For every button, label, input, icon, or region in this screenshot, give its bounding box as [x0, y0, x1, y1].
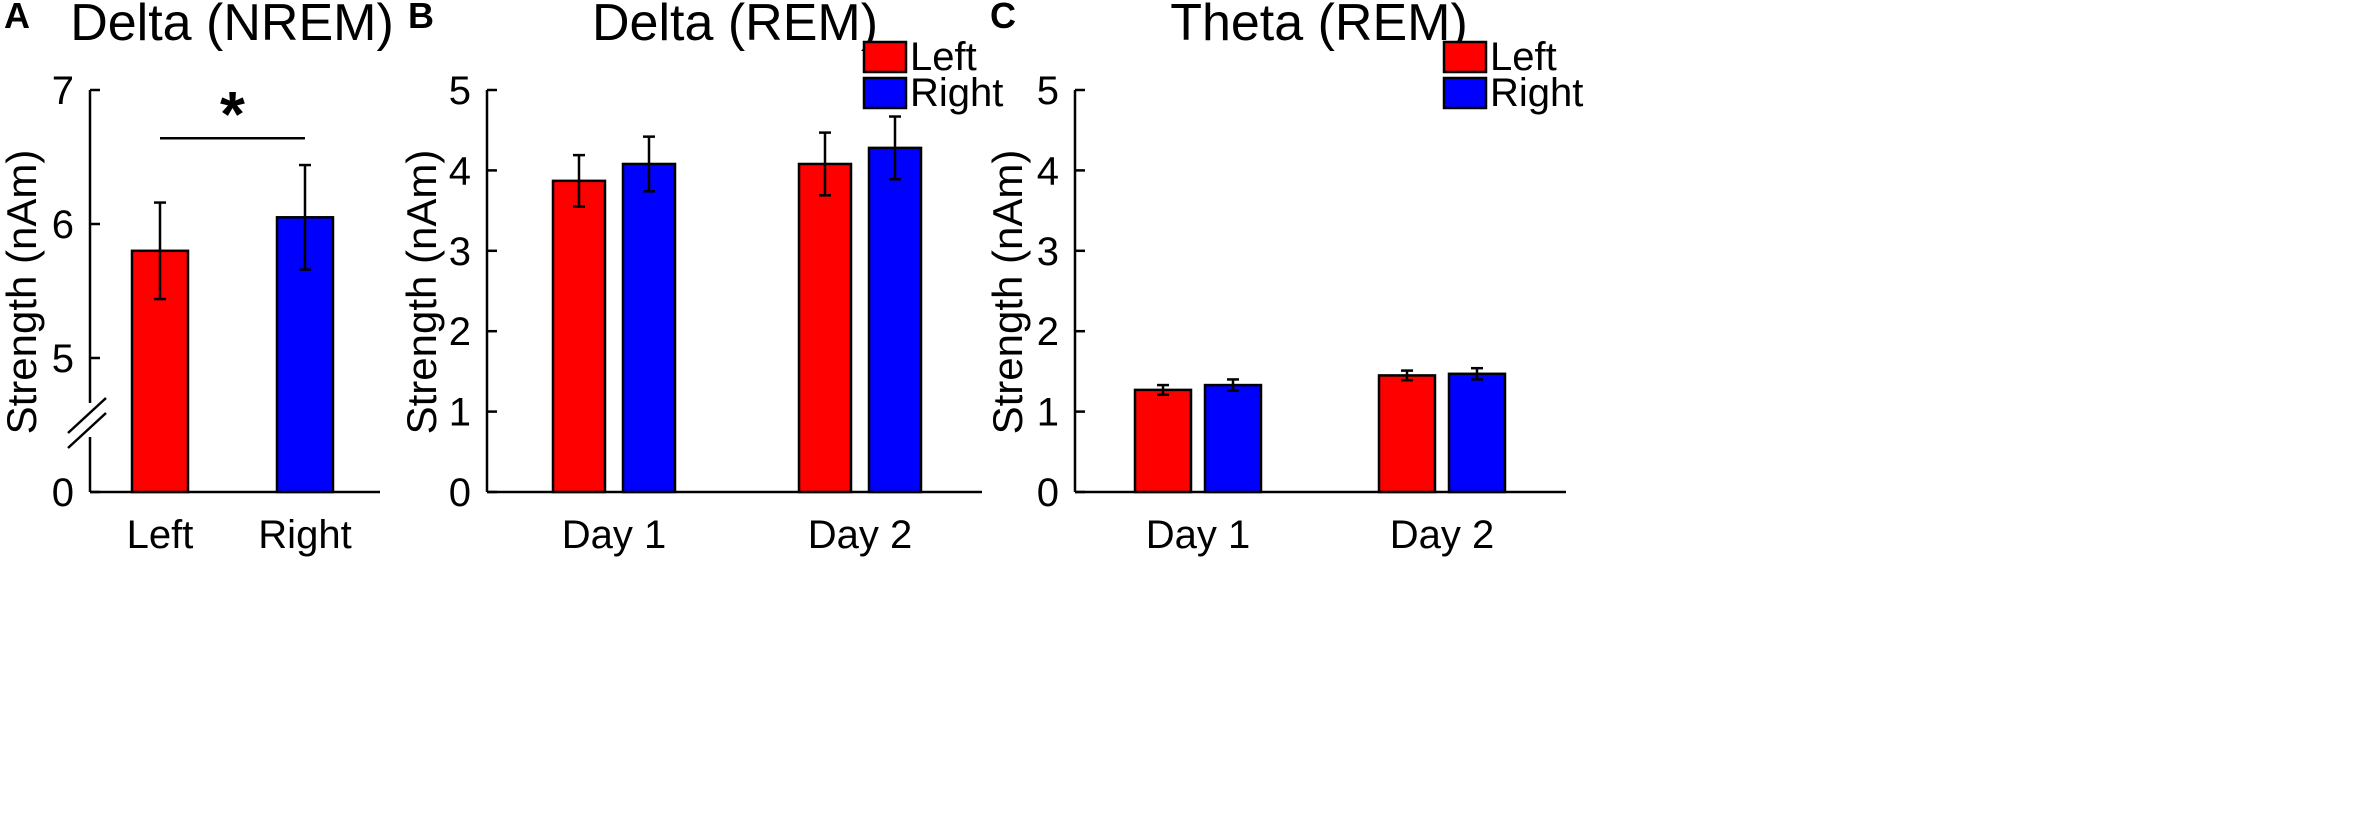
bar-right-1	[621, 162, 677, 494]
x-category-label: Right	[258, 513, 351, 557]
bar-left-1	[1133, 388, 1193, 494]
y-axis-label: Strength (nAm)	[0, 150, 45, 435]
y-tick-label: 1	[449, 391, 471, 435]
x-category-label: Day 2	[1390, 513, 1495, 557]
legend-label-left: Left	[910, 35, 977, 79]
y-tick-label: 3	[449, 230, 471, 274]
legend-label-left: Left	[1490, 35, 1557, 79]
bar-right-1	[1203, 383, 1263, 494]
legend-swatch-right	[1442, 76, 1488, 110]
y-tick-label: 0	[1037, 471, 1059, 515]
panel-letter: A	[4, 0, 30, 36]
bar-left-2	[797, 162, 853, 494]
y-tick-label: 6	[52, 203, 74, 247]
y-axis-label: Strength (nAm)	[398, 150, 445, 435]
panel-a: A Delta (NREM) Strength (nAm)0 5 6 7 Left Right…	[0, 0, 394, 557]
y-tick-label: 4	[1037, 149, 1059, 193]
legend-label-right: Right	[910, 71, 1003, 115]
y-tick-label: 5	[52, 337, 74, 381]
panel-letter: B	[408, 0, 434, 36]
legend-label-right: Right	[1490, 71, 1583, 115]
y-tick-label: 4	[449, 149, 471, 193]
chart-title: Delta (NREM)	[70, 0, 394, 52]
bar-right-2	[1447, 372, 1507, 494]
y-tick-label: 2	[449, 310, 471, 354]
legend-swatch-left	[862, 40, 908, 74]
y-tick-label: 2	[1037, 310, 1059, 354]
y-tick-label: 7	[52, 69, 74, 113]
y-tick-label: 1	[1037, 391, 1059, 435]
legend-swatch-left	[1442, 40, 1488, 74]
bar-left-2	[1377, 374, 1437, 494]
panel-c: C Theta (REM) Strength (nAm)0 1 2 3 4 5 Day 1 Day…	[984, 0, 1583, 557]
panel-b: B Delta (REM) Strength (nAm)0 1 2 3 4 5 Day 1 Day…	[398, 0, 1003, 557]
y-tick-label: 0	[52, 471, 74, 515]
chart-title: Delta (REM)	[592, 0, 878, 52]
x-category-label: Day 1	[1146, 513, 1251, 557]
x-category-label: Day 2	[808, 513, 913, 557]
axis-break-mark	[67, 412, 107, 449]
y-tick-label: 5	[1037, 69, 1059, 113]
x-category-label: Left	[127, 513, 194, 557]
y-tick-label: 5	[449, 69, 471, 113]
panel-letter: C	[990, 0, 1016, 36]
bar-right-2	[867, 146, 923, 494]
x-category-label: Day 1	[562, 513, 667, 557]
bar-left-1	[551, 179, 607, 494]
y-tick-label: 0	[449, 471, 471, 515]
significance-star: *	[220, 78, 245, 150]
legend-swatch-right	[862, 76, 908, 110]
chart-title: Theta (REM)	[1170, 0, 1468, 52]
y-axis-label: Strength (nAm)	[984, 150, 1031, 435]
axis-break-mark	[67, 397, 107, 434]
y-tick-label: 3	[1037, 230, 1059, 274]
